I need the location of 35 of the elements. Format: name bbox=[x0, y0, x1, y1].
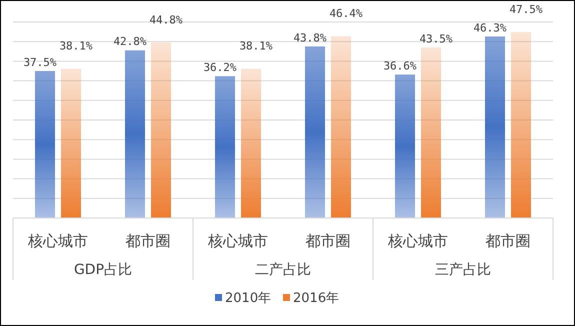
data-label: 42.8% bbox=[113, 35, 147, 48]
text: 三产占比 bbox=[435, 262, 491, 278]
data-label: 46.4% bbox=[329, 7, 363, 20]
data-label: 46.3% bbox=[473, 22, 507, 35]
data-label: 38.1% bbox=[59, 40, 93, 53]
bar bbox=[395, 74, 415, 218]
data-label: 36.6% bbox=[383, 60, 417, 73]
bar bbox=[61, 68, 81, 218]
text: 二产占比 bbox=[255, 262, 311, 278]
bar bbox=[485, 36, 505, 218]
data-label: 37.5% bbox=[23, 56, 57, 69]
bar bbox=[35, 71, 55, 218]
bar bbox=[511, 32, 531, 218]
legend-label: 2016年 bbox=[293, 291, 340, 306]
bar bbox=[241, 68, 261, 218]
x-tick-label: 核心城市 bbox=[27, 232, 88, 250]
x-tick-label: 都市圈 bbox=[306, 232, 350, 250]
bar bbox=[305, 46, 325, 218]
x-tick-label: 核心城市 bbox=[387, 232, 448, 250]
data-label: 36.2% bbox=[203, 61, 237, 74]
data-label: 44.8% bbox=[149, 13, 183, 26]
x-tick-label: 核心城市 bbox=[207, 232, 268, 250]
data-label: 43.8% bbox=[293, 31, 327, 44]
bar bbox=[421, 47, 441, 218]
data-label: 43.5% bbox=[419, 32, 453, 46]
bar bbox=[151, 42, 171, 218]
data-label: 38.1% bbox=[239, 40, 273, 53]
bar bbox=[215, 76, 235, 218]
legend-label: 2010年 bbox=[225, 291, 272, 306]
bar bbox=[331, 36, 351, 218]
x-tick-label: 都市圈 bbox=[126, 232, 170, 250]
bar bbox=[125, 50, 145, 218]
x-tick-label: 都市圈 bbox=[486, 232, 530, 250]
data-label: 47.5% bbox=[509, 2, 543, 16]
text: GDP占比 bbox=[74, 262, 132, 278]
